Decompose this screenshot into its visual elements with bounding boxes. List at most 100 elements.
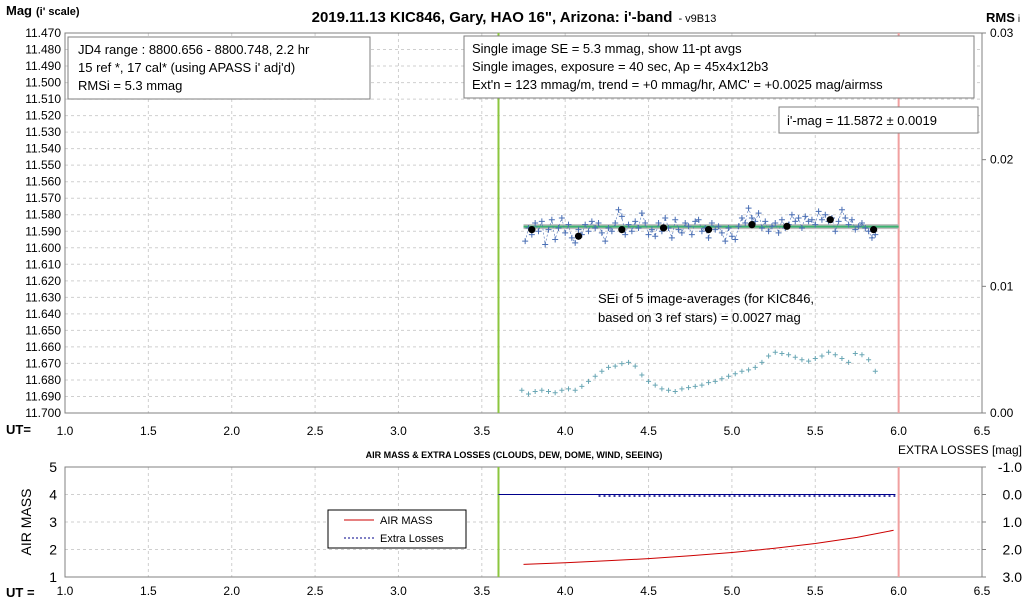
airmass-x-tick-label: 4.5 xyxy=(640,584,657,598)
airmass-line xyxy=(523,529,894,565)
main-y-tick-label: 11.470 xyxy=(25,26,61,40)
rms-point xyxy=(726,373,732,379)
single-image-point xyxy=(868,234,875,241)
single-image-point xyxy=(562,229,569,236)
single-image-point xyxy=(798,224,805,231)
rms-point xyxy=(706,380,712,386)
rms-point xyxy=(586,378,592,384)
main-x-tick-label: 5.0 xyxy=(724,424,741,438)
single-image-point xyxy=(625,221,632,228)
average-point xyxy=(704,226,713,234)
main-y-tick-label: 11.520 xyxy=(25,109,61,123)
single-image-point xyxy=(718,229,725,236)
single-image-point xyxy=(745,205,752,212)
airmass-x-tick-label: 2.5 xyxy=(307,584,324,598)
average-point xyxy=(870,226,878,234)
single-image-point xyxy=(535,228,542,235)
extra-losses-y-ticks: -1.0 0.0 1.0 2.0 3.0 xyxy=(982,459,1022,585)
airmass-vlines xyxy=(497,467,900,577)
rms-point xyxy=(786,352,792,358)
single-image-point xyxy=(765,228,772,235)
imag-value: i'-mag = 11.5872 ± 0.0019 xyxy=(787,113,937,128)
info-box-setup-line-1: Single image SE = 5.3 mmag, show 11-pt a… xyxy=(472,41,742,56)
single-image-point xyxy=(652,233,659,240)
main-y-tick-label: 11.500 xyxy=(25,76,61,90)
rms-point xyxy=(832,352,838,358)
airmass-x-axis-label: UT = xyxy=(6,585,35,600)
main-y-tick-label: 11.620 xyxy=(25,274,61,288)
average-point xyxy=(528,226,536,234)
single-image-point xyxy=(768,223,775,230)
single-image-point xyxy=(595,220,602,226)
airmass-x-tick-label: 1.5 xyxy=(140,584,157,598)
rms-point xyxy=(812,356,818,362)
single-image-point xyxy=(608,228,615,235)
single-image-point xyxy=(735,223,742,230)
single-image-point xyxy=(542,241,549,248)
single-image-point xyxy=(698,228,705,235)
airmass-y-tick-label: 4 xyxy=(49,487,57,503)
single-image-connector xyxy=(524,206,876,245)
single-image-point xyxy=(852,226,859,233)
single-image-point xyxy=(642,220,649,226)
single-image-point xyxy=(582,221,589,228)
single-image-point xyxy=(555,224,562,231)
single-image-point xyxy=(748,215,755,222)
rms-point xyxy=(579,383,585,389)
single-image-point xyxy=(572,239,579,246)
extra-losses-tick-label: 0.0 xyxy=(1003,487,1023,503)
rms-point xyxy=(752,364,758,370)
main-x-tick-label: 3.0 xyxy=(390,424,407,438)
extra-losses-tick-label: 1.0 xyxy=(1003,514,1023,530)
rms-point xyxy=(686,385,692,391)
airmass-x-tick-label: 4.0 xyxy=(557,584,574,598)
airmass-series xyxy=(523,529,894,565)
single-image-point xyxy=(692,218,699,225)
single-image-point xyxy=(678,229,685,236)
main-x-tick-label: 1.5 xyxy=(140,424,157,438)
main-x-ticks: 1.0 1.5 2.0 2.5 3.0 3.5 4.0 4.5 5.0 5.5 6.0 6.5 xyxy=(57,424,991,438)
single-image-point xyxy=(618,213,625,220)
main-x-tick-label: 1.0 xyxy=(57,424,74,438)
rms-point xyxy=(639,372,645,378)
rms-point xyxy=(712,378,718,384)
single-image-point xyxy=(598,229,605,236)
single-image-point xyxy=(645,231,652,238)
single-image-point xyxy=(695,216,702,223)
rms-point xyxy=(826,349,832,355)
rms-point xyxy=(866,357,872,363)
single-image-point xyxy=(832,228,839,235)
airmass-y-tick-label: 2 xyxy=(49,542,57,558)
info-box-setup: Single image SE = 5.3 mmag, show 11-pt a… xyxy=(463,35,975,99)
info-box-jd-line-2: 15 ref *, 17 cal* (using APASS i' adj'd) xyxy=(78,60,295,75)
info-box-jd: JD4 range : 8800.656 - 8800.748, 2.2 hr … xyxy=(67,36,371,100)
single-image-point xyxy=(648,226,655,233)
main-y-tick-label: 11.580 xyxy=(25,208,61,222)
rms-point xyxy=(872,368,878,374)
single-image-point xyxy=(622,231,629,238)
single-image-point xyxy=(705,234,712,241)
single-image-point xyxy=(835,218,842,225)
single-image-series xyxy=(522,205,879,248)
airmass-x-tick-label: 6.5 xyxy=(974,584,991,598)
single-image-point xyxy=(628,228,635,235)
main-y-tick-label: 11.600 xyxy=(25,241,61,255)
average-point xyxy=(574,232,583,240)
single-image-point xyxy=(858,220,865,226)
rms-series xyxy=(519,349,878,397)
rms-point xyxy=(746,367,752,373)
single-image-point xyxy=(715,223,722,230)
single-image-point xyxy=(585,228,592,235)
single-image-point xyxy=(815,208,822,215)
average-point xyxy=(659,224,668,232)
airmass-y-tick-label: 5 xyxy=(49,459,57,475)
main-y-tick-label: 11.550 xyxy=(25,158,61,172)
rms-point xyxy=(599,368,605,374)
average-series xyxy=(528,216,878,240)
average-point xyxy=(748,221,756,229)
main-y-tick-label: 11.690 xyxy=(25,389,61,403)
single-image-point xyxy=(685,223,692,230)
sei-line-1: SEi of 5 image-averages (for KIC846, xyxy=(598,291,814,306)
single-image-point xyxy=(672,216,679,223)
